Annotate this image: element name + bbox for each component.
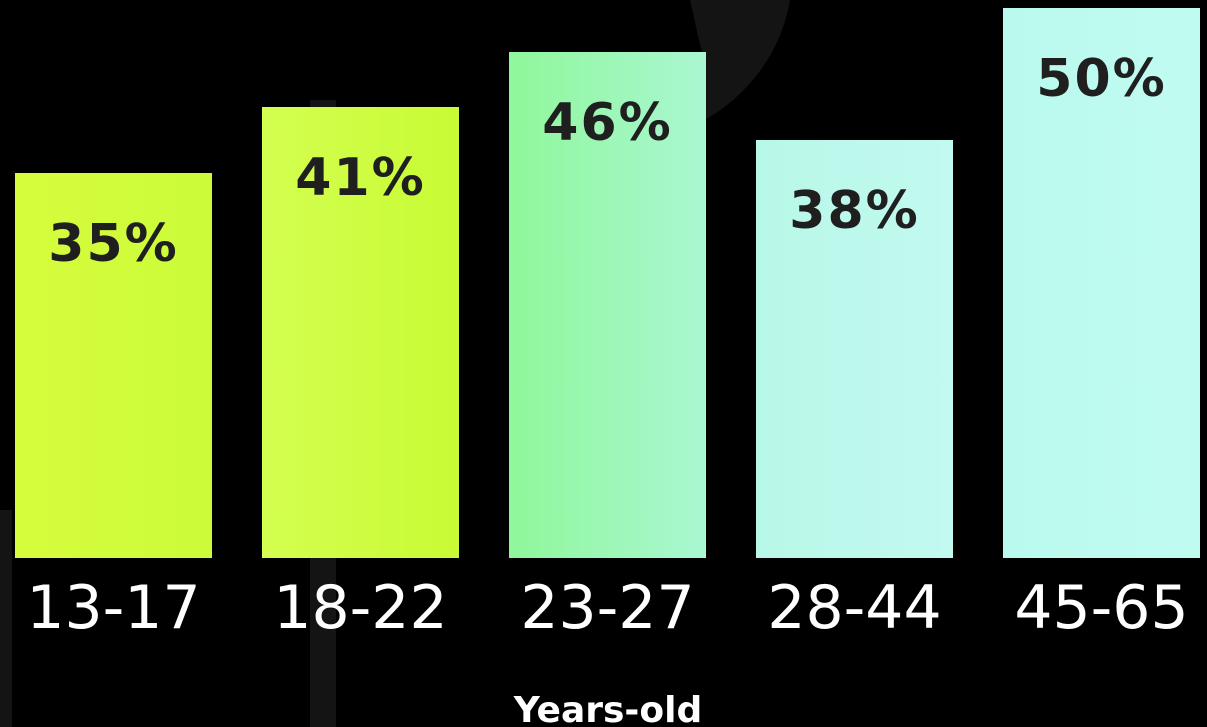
value-label-13-17: 35%	[48, 214, 178, 274]
bar-13-17	[15, 173, 212, 558]
value-label-45-65: 50%	[1036, 49, 1166, 109]
x-tick-label-45-65: 45-65	[1014, 573, 1188, 643]
value-label-23-27: 46%	[542, 93, 672, 153]
x-tick-label-23-27: 23-27	[520, 573, 694, 643]
bar-23-27	[509, 52, 706, 558]
bar-28-44	[756, 140, 953, 558]
x-tick-labels: 13-17 18-22 23-27 28-44 45-65	[26, 573, 1188, 643]
x-tick-label-18-22: 18-22	[273, 573, 447, 643]
value-label-28-44: 38%	[789, 181, 919, 241]
value-labels: 35% 41% 46% 38% 50%	[48, 49, 1166, 274]
x-tick-label-13-17: 13-17	[26, 573, 200, 643]
x-axis-title: Years-old	[513, 690, 702, 727]
x-tick-label-28-44: 28-44	[767, 573, 941, 643]
bars	[15, 8, 1200, 558]
value-label-18-22: 41%	[295, 148, 425, 208]
bar-18-22	[262, 107, 459, 558]
bar-45-65	[1003, 8, 1200, 558]
